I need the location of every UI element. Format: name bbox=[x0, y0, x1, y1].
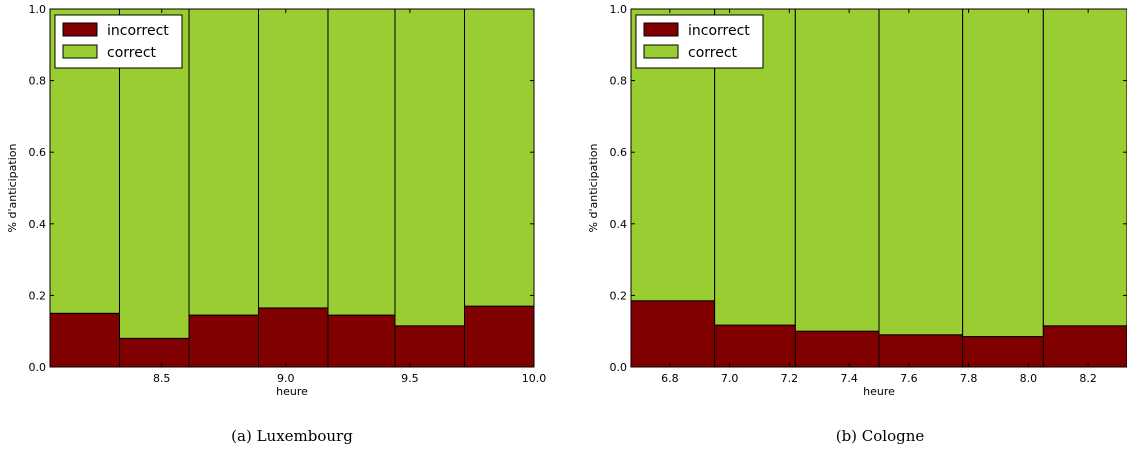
caption-cologne: (b) Cologne bbox=[835, 427, 925, 445]
bar-correct-6 bbox=[464, 8, 535, 307]
bar-correct-5 bbox=[394, 8, 466, 327]
legend-swatch-incorrect bbox=[643, 22, 679, 37]
bar-incorrect-0 bbox=[630, 300, 716, 368]
y-axis-label: % d'anticipation bbox=[6, 144, 19, 233]
legend-label-correct: correct bbox=[107, 45, 157, 61]
bar-incorrect-2 bbox=[794, 330, 880, 368]
x-tick-label: 8.0 bbox=[1020, 372, 1038, 385]
y-tick-label: 0.0 bbox=[610, 361, 628, 374]
x-axis-label: heure bbox=[863, 385, 895, 398]
bar-incorrect-5 bbox=[394, 325, 466, 368]
legend-swatch-correct bbox=[62, 44, 98, 59]
y-tick-label: 0.2 bbox=[29, 289, 47, 302]
legend-swatch-correct bbox=[643, 44, 679, 59]
bar-correct-2 bbox=[188, 8, 259, 316]
y-tick-label: 1.0 bbox=[610, 3, 628, 16]
x-tick-label: 7.8 bbox=[960, 372, 978, 385]
x-tick-label: 7.2 bbox=[781, 372, 799, 385]
bar-correct-2 bbox=[794, 8, 880, 332]
caption-luxembourg: (a) Luxembourg bbox=[231, 427, 353, 445]
bar-correct-5 bbox=[1042, 8, 1127, 327]
y-tick-label: 0.4 bbox=[610, 218, 628, 231]
y-tick-label: 0.6 bbox=[610, 146, 628, 159]
x-tick-label: 8.5 bbox=[153, 372, 171, 385]
y-tick-label: 0.6 bbox=[29, 146, 47, 159]
x-tick-label: 10.0 bbox=[522, 372, 547, 385]
bar-incorrect-4 bbox=[962, 336, 1044, 368]
x-tick-label: 7.6 bbox=[900, 372, 918, 385]
y-tick-label: 0.8 bbox=[29, 75, 47, 88]
x-tick-label: 8.2 bbox=[1079, 372, 1097, 385]
bar-incorrect-3 bbox=[878, 334, 964, 368]
legend-swatch-incorrect bbox=[62, 22, 98, 37]
y-tick-label: 0.4 bbox=[29, 218, 47, 231]
y-tick-label: 1.0 bbox=[29, 3, 47, 16]
y-tick-label: 0.2 bbox=[610, 289, 628, 302]
y-axis-label: % d'anticipation bbox=[587, 144, 600, 233]
bar-incorrect-6 bbox=[464, 305, 535, 368]
legend-label-correct: correct bbox=[688, 45, 738, 61]
bar-incorrect-1 bbox=[118, 337, 190, 368]
x-tick-label: 6.8 bbox=[661, 372, 679, 385]
plot-frame bbox=[49, 8, 535, 368]
bar-correct-4 bbox=[962, 8, 1044, 338]
bar-correct-3 bbox=[257, 8, 329, 309]
bar-incorrect-0 bbox=[49, 312, 120, 368]
legend-label-incorrect: incorrect bbox=[107, 23, 169, 39]
x-tick-label: 9.5 bbox=[401, 372, 419, 385]
plot-frame bbox=[630, 8, 1127, 368]
x-tick-label: 7.4 bbox=[840, 372, 858, 385]
chart-panel-cologne: 6.8 7.0 7.2 7.4 7.6 7.8 8.0 8.2 0.0 0.2 0.4 0.6 0.8 1… bbox=[587, 3, 1127, 398]
bar-correct-3 bbox=[878, 8, 964, 336]
bar-incorrect-2 bbox=[188, 314, 259, 368]
bar-incorrect-3 bbox=[257, 307, 329, 368]
bar-incorrect-4 bbox=[327, 314, 396, 368]
bar-correct-4 bbox=[327, 8, 396, 316]
legend-label-incorrect: incorrect bbox=[688, 23, 750, 39]
x-tick-label: 9.0 bbox=[277, 372, 295, 385]
x-axis-label: heure bbox=[276, 385, 308, 398]
bar-incorrect-5 bbox=[1042, 325, 1127, 368]
y-tick-label: 0.0 bbox=[29, 361, 47, 374]
y-tick-label: 0.8 bbox=[610, 75, 628, 88]
bar-incorrect-1 bbox=[714, 324, 796, 368]
x-tick-label: 7.0 bbox=[721, 372, 739, 385]
chart-panel-luxembourg: 8.5 9.0 9.5 10.0 0.0 0.2 0.4 0.6 0.8 1.0 heure % d'… bbox=[6, 3, 546, 398]
